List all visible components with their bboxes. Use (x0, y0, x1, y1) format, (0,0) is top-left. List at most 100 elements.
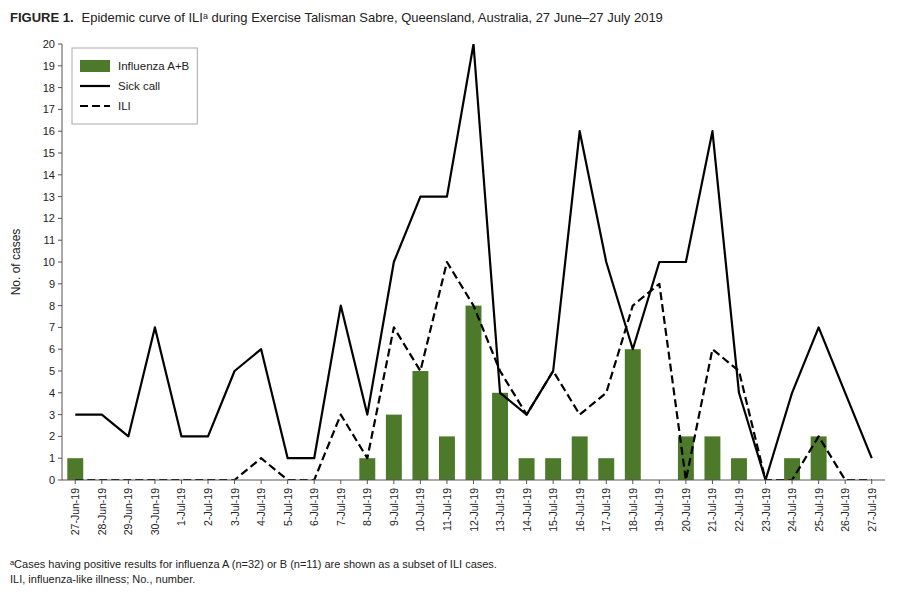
x-tick (340, 480, 341, 484)
x-tick (871, 480, 872, 484)
page: {"chart_data": {"type": "bar", "title": … (0, 0, 899, 592)
x-tick (420, 480, 421, 484)
y-tick (58, 458, 62, 459)
legend-swatch (80, 60, 110, 72)
y-tick (58, 392, 62, 393)
x-tick (632, 480, 633, 484)
x-tick (473, 480, 474, 484)
y-tick (58, 305, 62, 306)
y-tick-label: 13 (43, 191, 55, 203)
bar (731, 458, 747, 480)
y-tick (58, 131, 62, 132)
x-tick (261, 480, 262, 484)
x-tick (500, 480, 501, 484)
x-tick (526, 480, 527, 484)
x-tick (393, 480, 394, 484)
x-tick (367, 480, 368, 484)
y-axis-label: No. of cases (9, 229, 23, 296)
y-tick (58, 480, 62, 481)
x-tick (738, 480, 739, 484)
x-tick (154, 480, 155, 484)
plot-marks (67, 44, 871, 480)
y-tick-label: 3 (49, 409, 55, 421)
y-tick (58, 65, 62, 66)
bar (704, 436, 720, 480)
x-tick-label: 21-Jul-19 (706, 488, 718, 532)
y-tick (58, 153, 62, 154)
bar (466, 306, 482, 480)
x-tick-label: 26-Jul-19 (839, 488, 851, 532)
y-tick-label: 7 (49, 321, 55, 333)
y-tick-label: 5 (49, 365, 55, 377)
bar (359, 458, 375, 480)
y-tick (58, 218, 62, 219)
x-tick-label: 18-Jul-19 (627, 488, 639, 532)
x-tick-label: 29-Jun-19 (122, 488, 134, 535)
x-tick (446, 480, 447, 484)
bar (412, 371, 428, 480)
x-tick (765, 480, 766, 484)
chart: FIGURE 1.Epidemic curve of ILIᵃ during E… (0, 0, 899, 592)
y-axis-line (62, 44, 63, 480)
y-tick-label: 8 (49, 300, 55, 312)
y-tick (58, 327, 62, 328)
x-tick (75, 480, 76, 484)
x-tick-label: 4-Jul-19 (255, 488, 267, 526)
bar (492, 393, 508, 480)
legend-swatch (80, 105, 110, 107)
x-tick-label: 3-Jul-19 (229, 488, 241, 526)
x-tick (128, 480, 129, 484)
x-tick-label: 10-Jul-19 (414, 488, 426, 532)
legend-label: Influenza A+B (118, 60, 190, 72)
y-tick (58, 109, 62, 110)
x-tick-label: 12-Jul-19 (468, 488, 480, 532)
y-tick-label: 4 (49, 387, 55, 399)
y-tick-label: 6 (49, 343, 55, 355)
y-tick (58, 240, 62, 241)
x-tick (208, 480, 209, 484)
y-tick (58, 174, 62, 175)
y-tick (58, 87, 62, 88)
y-tick-label: 1 (49, 452, 55, 464)
y-tick-label: 10 (43, 256, 55, 268)
subtitle: Epidemic curve of ILIᵃ during Exercise T… (82, 10, 663, 25)
x-tick-label: 13-Jul-19 (494, 488, 506, 532)
x-tick (181, 480, 182, 484)
y-tick-label: 16 (43, 125, 55, 137)
x-tick-label: 22-Jul-19 (733, 488, 745, 532)
y-tick-label: 14 (43, 169, 55, 181)
bar (439, 436, 455, 480)
bar (545, 458, 561, 480)
y-tick-label: 19 (43, 60, 55, 72)
x-axis: 27-Jun-1928-Jun-1929-Jun-1930-Jun-191-Ju… (69, 480, 877, 535)
legend-label: Sick call (118, 80, 160, 92)
x-tick (314, 480, 315, 484)
y-tick-label: 17 (43, 103, 55, 115)
y-tick (58, 371, 62, 372)
bar (625, 349, 641, 480)
y-tick-label: 0 (49, 474, 55, 486)
x-tick-label: 20-Jul-19 (680, 488, 692, 532)
legend-label: ILI (118, 100, 131, 112)
bar (572, 436, 588, 480)
x-tick-label: 25-Jul-19 (813, 488, 825, 532)
footnote: ILI, influenza-like illness; No., number… (10, 573, 195, 585)
y-tick (58, 414, 62, 415)
x-tick-label: 17-Jul-19 (600, 488, 612, 532)
y-tick-label: 11 (44, 234, 55, 246)
x-tick-label: 7-Jul-19 (335, 488, 347, 526)
line (75, 262, 871, 480)
x-tick-label: 1-Jul-19 (175, 488, 187, 526)
x-tick-label: 6-Jul-19 (308, 488, 320, 526)
x-tick-label: 23-Jul-19 (760, 488, 772, 532)
y-tick (58, 262, 62, 263)
bar (598, 458, 614, 480)
bar (519, 458, 535, 480)
footnote: ᵃCases having positive results for influ… (10, 558, 497, 570)
x-tick-label: 27-Jun-19 (69, 488, 81, 535)
legend: Influenza A+B Sick call ILI (72, 48, 197, 124)
x-tick (845, 480, 846, 484)
x-tick-label: 19-Jul-19 (653, 488, 665, 532)
x-tick-label: 24-Jul-19 (786, 488, 798, 532)
x-tick-label: 27-Jul-19 (866, 488, 878, 532)
